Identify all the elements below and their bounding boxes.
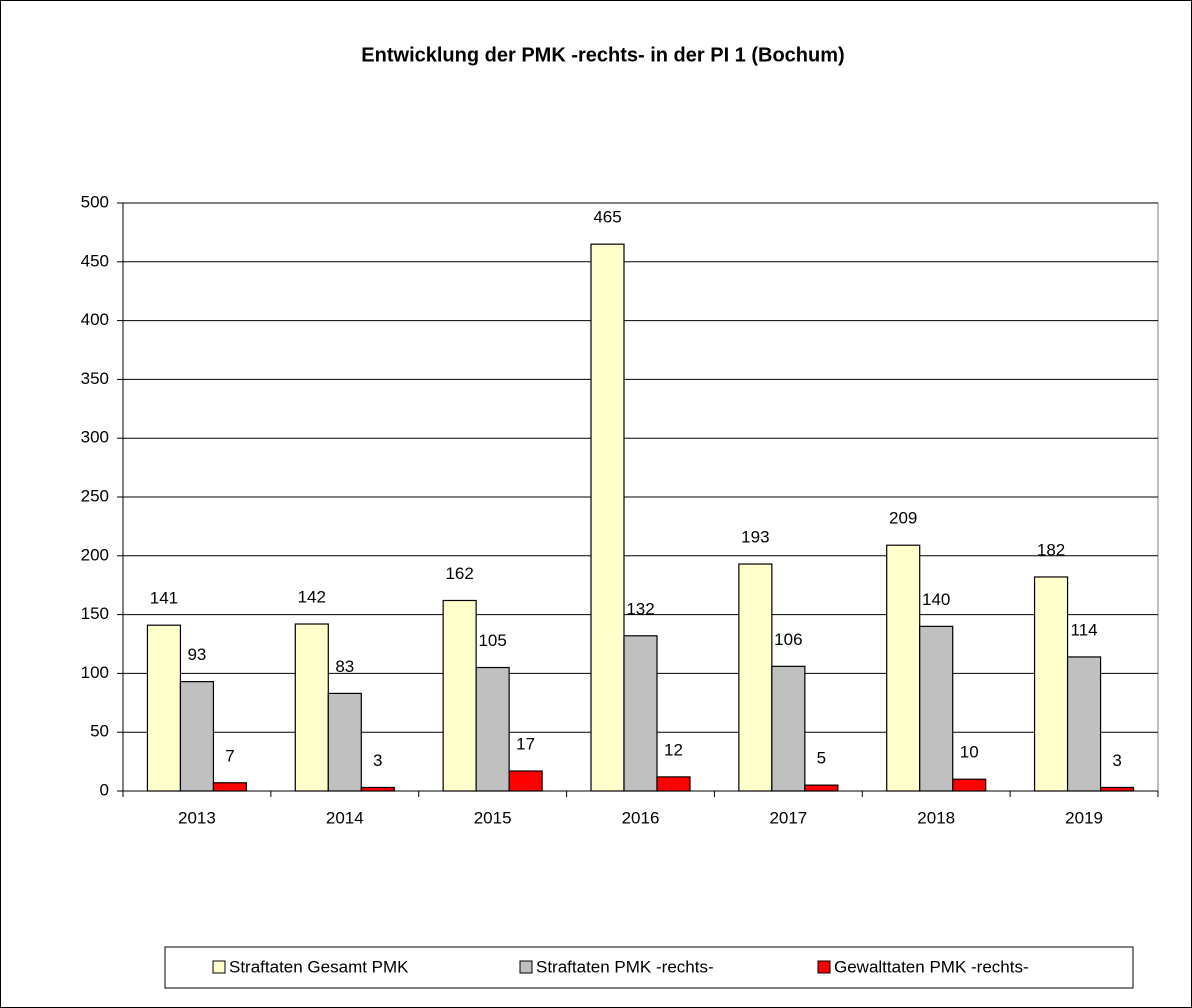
data-label: 142 (298, 587, 326, 606)
bar (771, 665, 806, 792)
legend-box (164, 946, 1134, 989)
y-tick-label: 200 (81, 545, 109, 564)
x-tick-label: 2016 (622, 808, 660, 827)
bar (1066, 656, 1102, 792)
y-tick-label: 400 (81, 310, 109, 329)
bar (327, 692, 362, 792)
data-label: 132 (626, 599, 654, 618)
data-label: 141 (150, 589, 178, 608)
bar (212, 782, 248, 792)
bar (623, 635, 658, 792)
data-label: 12 (664, 740, 683, 759)
x-tick-label: 2019 (1065, 808, 1103, 827)
data-label: 140 (922, 590, 950, 609)
bar (1033, 576, 1069, 792)
bar (475, 666, 510, 792)
y-tick-label: 50 (90, 722, 109, 741)
x-tick-label: 2013 (178, 808, 216, 827)
bar (146, 624, 182, 792)
bar (952, 778, 987, 792)
data-label: 3 (373, 751, 382, 770)
y-tick-label: 250 (81, 486, 109, 505)
bar (294, 623, 329, 792)
data-label: 5 (817, 749, 826, 768)
bar (360, 786, 395, 792)
x-tick-label: 2015 (474, 808, 512, 827)
legend-label: Gewalttaten PMK -rechts- (834, 957, 1029, 976)
bar (179, 681, 215, 792)
bar (738, 563, 773, 792)
legend-swatch (817, 960, 831, 974)
data-label: 162 (445, 564, 473, 583)
data-label: 193 (741, 528, 769, 547)
y-tick-label: 450 (81, 251, 109, 270)
legend-swatch (212, 960, 226, 974)
data-label: 3 (1112, 751, 1121, 770)
y-tick-label: 100 (81, 663, 109, 682)
y-tick-label: 300 (81, 428, 109, 447)
y-tick-label: 150 (81, 604, 109, 623)
x-tick-label: 2017 (769, 808, 807, 827)
bar (656, 776, 691, 792)
data-label: 114 (1071, 620, 1098, 639)
bar (590, 243, 625, 792)
data-label: 83 (335, 657, 354, 676)
y-tick-label: 0 (100, 780, 109, 799)
bar (804, 784, 839, 792)
legend-swatch (519, 960, 533, 974)
legend-label: Straftaten PMK -rechts- (536, 957, 714, 976)
data-label: 106 (774, 630, 802, 649)
legend-label: Straftaten Gesamt PMK (229, 957, 409, 976)
x-tick-label: 2014 (326, 808, 364, 827)
data-label: 93 (187, 645, 206, 664)
data-label: 17 (516, 734, 535, 753)
chart-title: Entwicklung der PMK -rechts- in der PI 1… (361, 44, 844, 66)
data-label: 7 (225, 746, 234, 765)
y-tick-label: 500 (81, 192, 109, 211)
data-label: 10 (960, 743, 979, 762)
bar (1099, 786, 1135, 792)
bar (919, 625, 954, 792)
data-label: 182 (1037, 540, 1065, 559)
bar (508, 770, 543, 792)
bar (442, 599, 477, 792)
data-label: 105 (478, 631, 506, 650)
y-tick-label: 350 (81, 369, 109, 388)
data-label: 209 (889, 509, 917, 528)
bar (886, 544, 921, 792)
data-label: 465 (593, 208, 621, 227)
x-tick-label: 2018 (917, 808, 955, 827)
